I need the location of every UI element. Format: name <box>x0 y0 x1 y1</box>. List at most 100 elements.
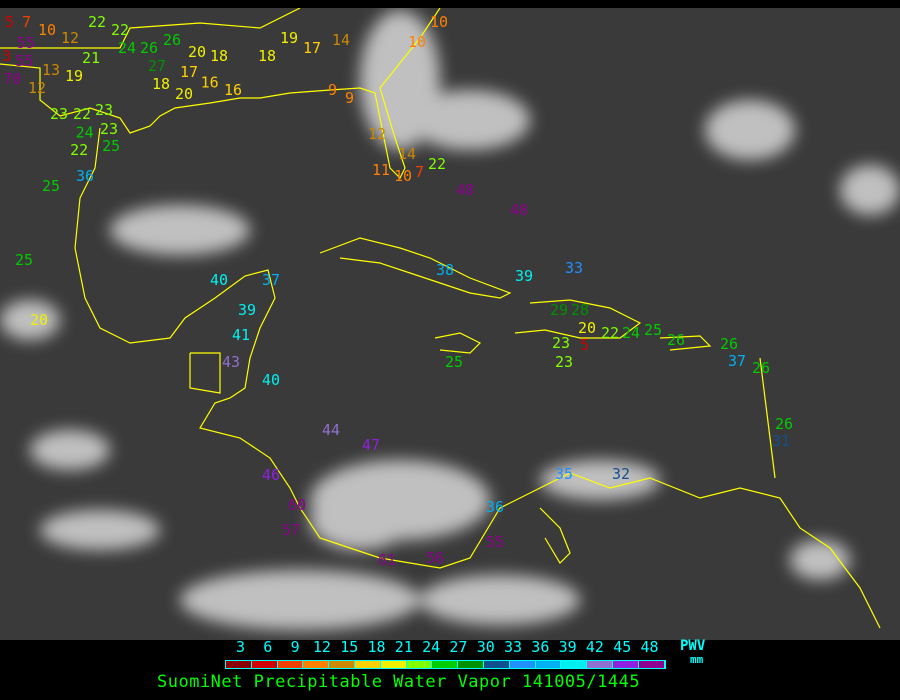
cloud <box>840 165 900 215</box>
station-pwv-value: 11 <box>372 161 390 179</box>
station-pwv-value: 18 <box>210 47 228 65</box>
station-pwv-value: 18 <box>152 75 170 93</box>
coastline <box>514 299 642 339</box>
legend-swatch <box>509 661 536 668</box>
station-pwv-value: 56 <box>426 549 444 567</box>
cloud <box>540 460 660 500</box>
coastline <box>74 127 881 629</box>
station-pwv-value: 7 <box>22 13 31 31</box>
legend-tick: 27 <box>449 638 468 656</box>
legend-color-bar <box>225 660 666 669</box>
legend-swatch <box>329 661 355 668</box>
cloud <box>310 490 410 550</box>
legend-swatch <box>587 661 613 668</box>
legend-swatch <box>354 661 381 668</box>
station-pwv-value: 26 <box>140 39 158 57</box>
legend-tick: 24 <box>422 638 441 656</box>
station-pwv-value: 23 <box>95 101 113 119</box>
coastline <box>759 357 776 479</box>
station-pwv-value: 22 <box>428 155 446 173</box>
station-pwv-value: 20 <box>175 85 193 103</box>
station-pwv-value: 10 <box>38 21 56 39</box>
legend-swatch <box>612 661 639 668</box>
station-pwv-value: 19 <box>280 29 298 47</box>
station-pwv-value: 20 <box>30 311 48 329</box>
legend-swatch <box>483 661 510 668</box>
station-pwv-value: 9 <box>345 89 354 107</box>
station-pwv-value: 32 <box>612 465 630 483</box>
station-pwv-value: 12 <box>61 29 79 47</box>
station-pwv-value: 33 <box>565 259 583 277</box>
station-pwv-value: 24 <box>118 39 136 57</box>
station-pwv-value: 47 <box>362 436 380 454</box>
station-pwv-value: 55 <box>17 34 35 52</box>
station-pwv-value: 14 <box>332 31 350 49</box>
cloud <box>790 540 850 580</box>
station-pwv-value: 35 <box>555 465 573 483</box>
legend-swatch <box>561 661 588 668</box>
station-pwv-value: 22 <box>111 21 129 39</box>
station-pwv-value: 16 <box>201 74 219 92</box>
station-pwv-value: 26 <box>667 331 685 349</box>
station-pwv-value: 5 <box>5 13 14 31</box>
station-pwv-value: 21 <box>82 49 100 67</box>
legend-swatch <box>380 661 407 668</box>
legend-tick: 15 <box>340 638 359 656</box>
station-pwv-value: 27 <box>148 57 166 75</box>
legend-tick: 30 <box>476 638 495 656</box>
cloud <box>420 575 580 625</box>
legend-unit-label: PWV <box>680 638 706 654</box>
cloud <box>40 510 160 550</box>
station-pwv-value: 19 <box>65 67 83 85</box>
color-legend: 3 6 9 12 15 18 21 24 27 30 33 36 39 42 45 48 PWV mm Suo… <box>0 638 900 700</box>
cloud <box>110 205 250 255</box>
legend-swatch <box>432 661 459 668</box>
station-pwv-value: 26 <box>163 31 181 49</box>
station-pwv-value: 23 <box>552 334 570 352</box>
station-pwv-value: 29 <box>550 301 568 319</box>
legend-swatch <box>535 661 562 668</box>
legend-swatch <box>638 661 665 668</box>
station-pwv-value: 25 <box>644 321 662 339</box>
cloud <box>705 100 795 160</box>
station-pwv-value: 48 <box>456 181 474 199</box>
cloud <box>410 90 530 150</box>
map-title: SuomiNet Precipitable Water Vapor 141005… <box>157 672 641 692</box>
station-pwv-value: 26 <box>752 359 770 377</box>
station-pwv-value: 13 <box>42 61 60 79</box>
station-pwv-value: 10 <box>394 167 412 185</box>
legend-tick: 18 <box>367 638 386 656</box>
station-pwv-value: 61 <box>378 551 396 569</box>
station-pwv-value: 40 <box>262 371 280 389</box>
legend-tick: 39 <box>558 638 577 656</box>
station-pwv-value: 55 <box>15 52 33 70</box>
station-pwv-value: 24 <box>76 123 94 141</box>
station-pwv-value: 16 <box>224 81 242 99</box>
legend-tick: 33 <box>504 638 523 656</box>
station-pwv-value: 41 <box>232 326 250 344</box>
coastline <box>659 335 712 351</box>
station-pwv-value: 40 <box>210 271 228 289</box>
legend-swatch <box>458 661 484 668</box>
station-pwv-value: 20 <box>188 43 206 61</box>
station-pwv-value: 22 <box>88 13 106 31</box>
station-pwv-value: 48 <box>510 201 528 219</box>
cloud <box>30 430 110 470</box>
station-pwv-value: 36 <box>486 498 504 516</box>
station-pwv-value: 14 <box>398 145 416 163</box>
station-pwv-value: 26 <box>720 335 738 353</box>
station-pwv-value: 23 <box>50 105 68 123</box>
coastline <box>189 352 221 394</box>
station-pwv-value: 25 <box>42 177 60 195</box>
station-pwv-value: 39 <box>238 301 256 319</box>
station-pwv-value: 10 <box>408 33 426 51</box>
station-pwv-value: 20 <box>578 319 596 337</box>
station-pwv-value: 25 <box>445 353 463 371</box>
station-pwv-value: 5 <box>580 336 589 354</box>
station-pwv-value: 57 <box>282 521 300 539</box>
station-pwv-value: 12 <box>368 125 386 143</box>
station-pwv-value: 17 <box>303 39 321 57</box>
